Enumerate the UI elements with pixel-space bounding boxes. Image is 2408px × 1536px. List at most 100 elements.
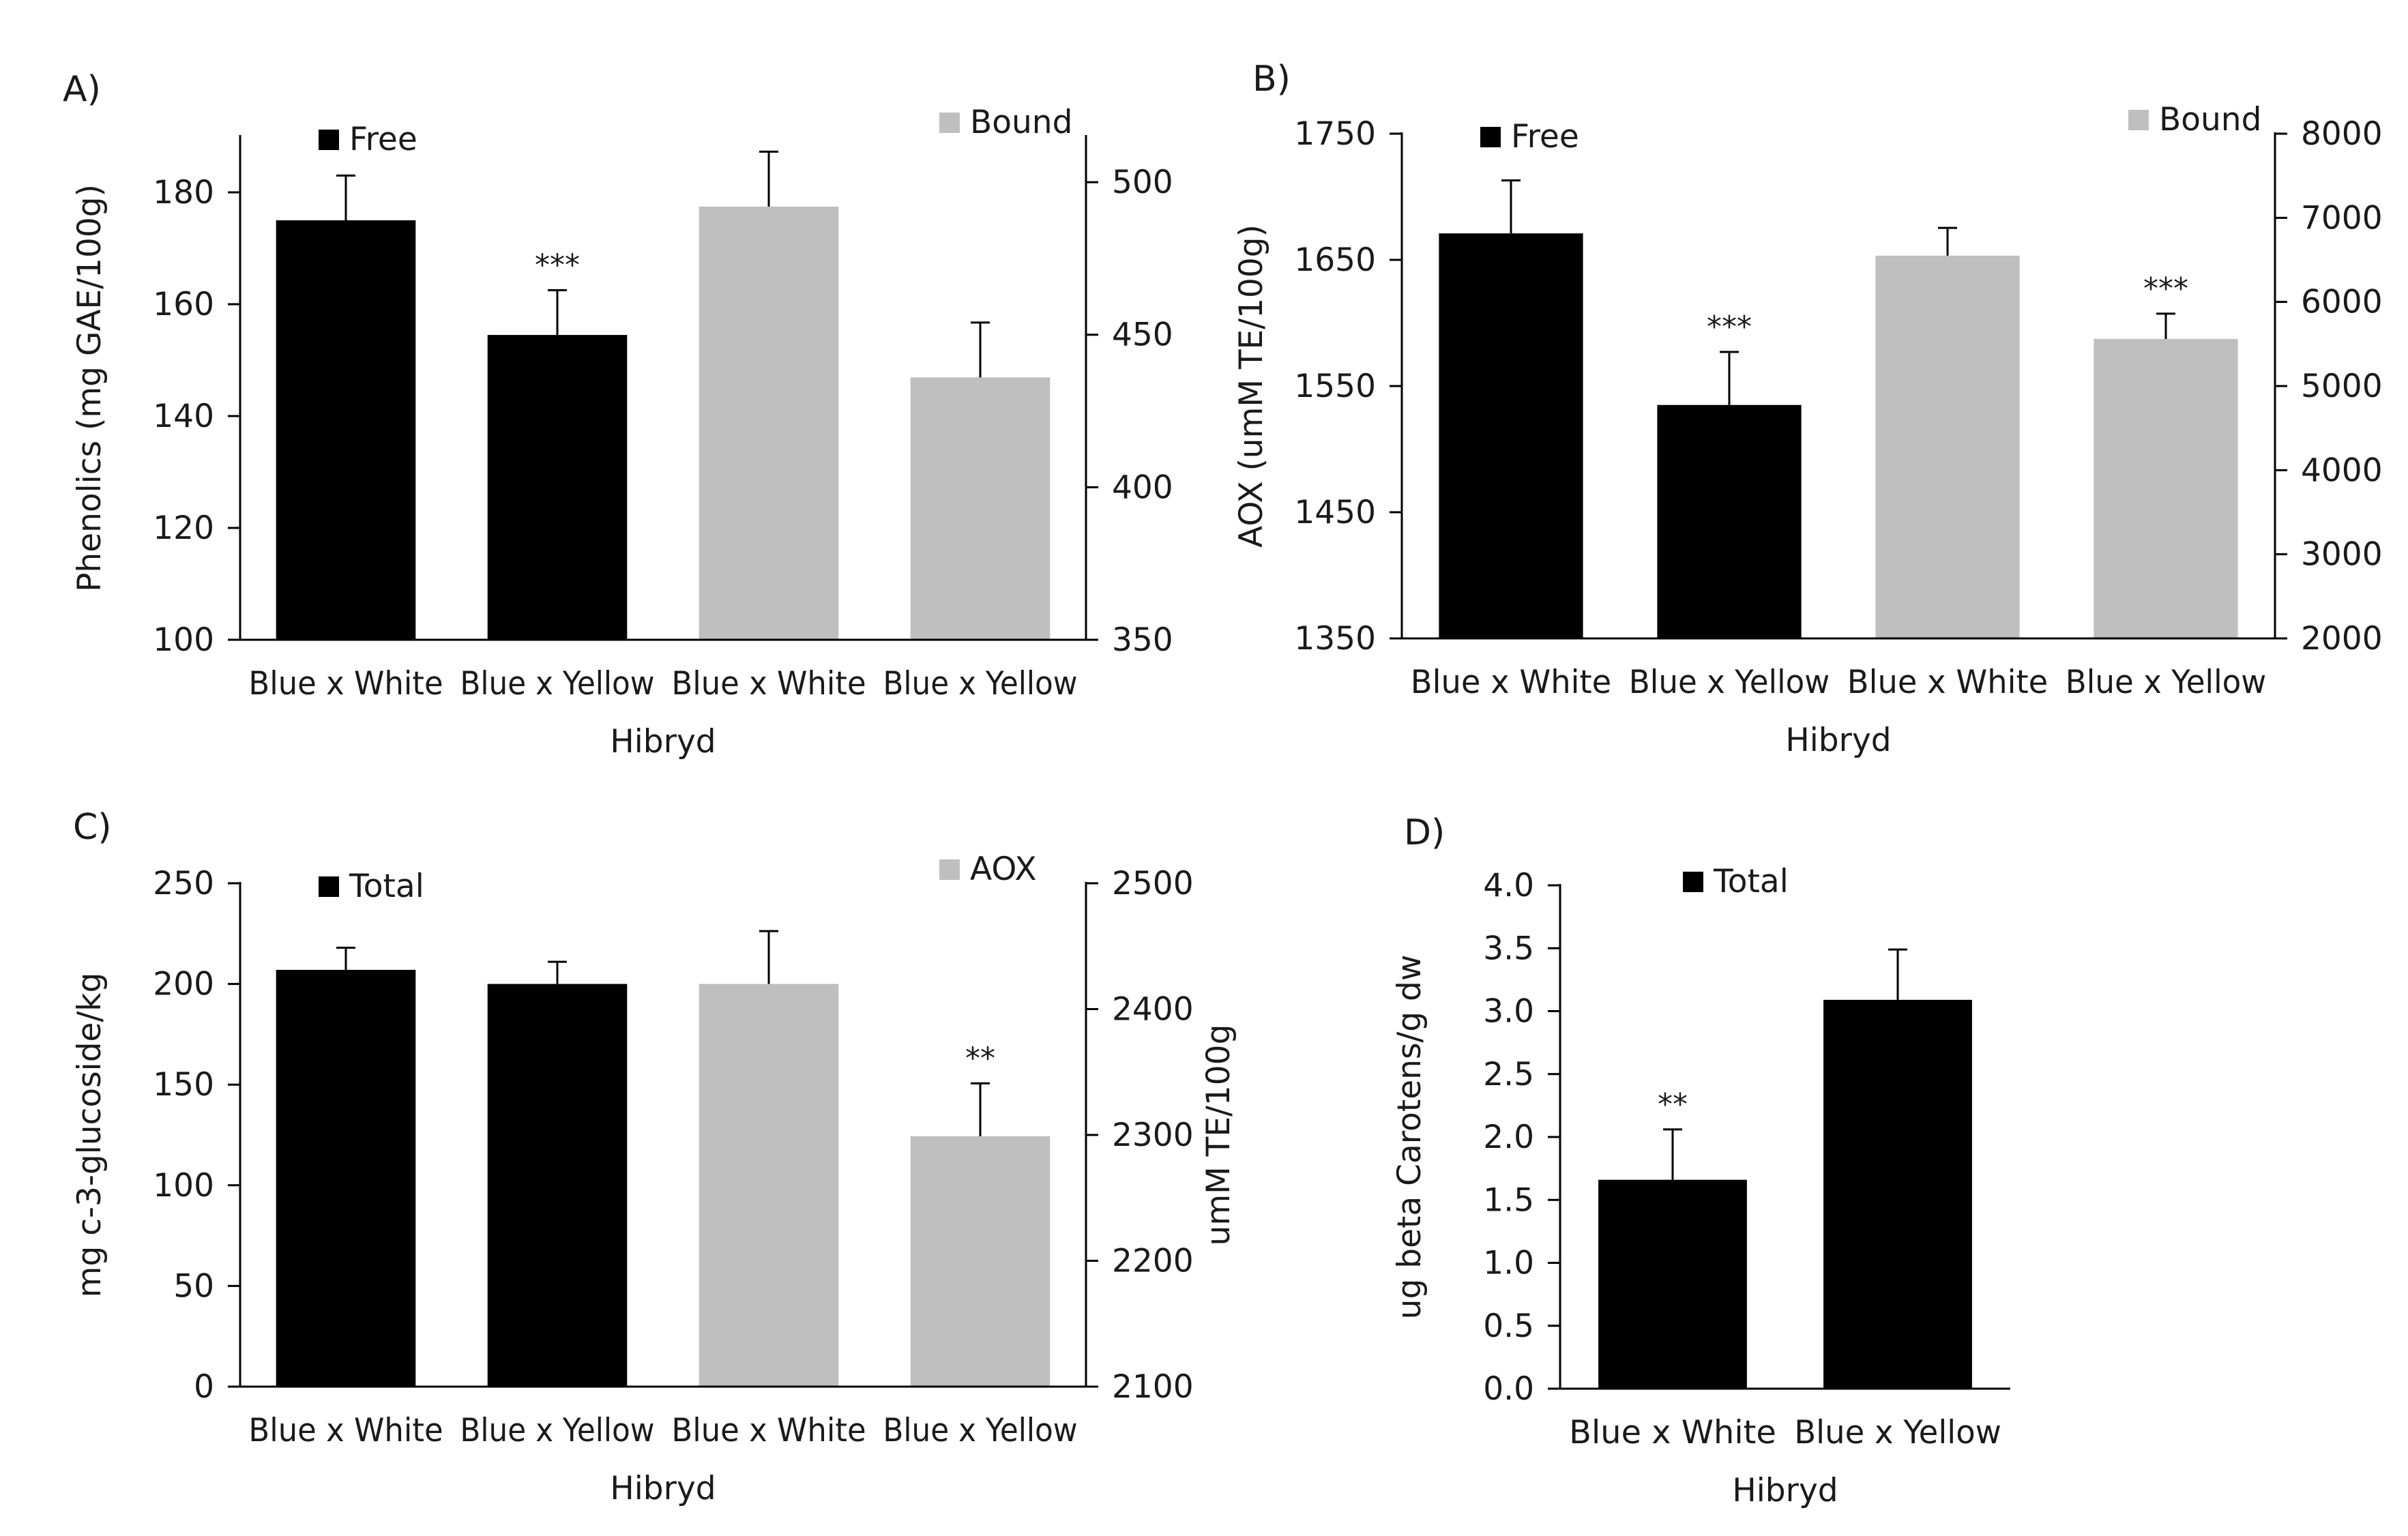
legend-swatch-total [1683,872,1703,892]
category-label: Blue x White [1569,1414,1776,1451]
category-label: Blue x Yellow [2066,664,2266,701]
category-label: Blue x Yellow [460,665,654,703]
left-axis-tick-label: 250 [153,865,214,902]
error-bar [336,946,355,970]
error-bar [759,930,778,984]
y-axis-title-right: umM TE/100g [1200,1024,1237,1246]
x-axis-title: Hibryd [610,723,716,760]
right-axis-tick-label: 2500 [1112,865,1194,902]
category-label: Blue x White [248,665,443,703]
chart-panel-c: C) ** 0 50 100 150 200 250 2100 2200 2300 2400 2500 B… [71,807,1237,1507]
y-axis-title-left: AOX (umM TE/100g) [1233,224,1270,548]
bar-aox-4 [910,1136,1051,1387]
left-axis-tick-label: 1.5 [1483,1181,1534,1219]
y-axis-title-left: ug beta Carotens/g dw [1391,955,1428,1320]
error-bar [1938,226,1957,256]
left-axis-tick-label: 1450 [1294,494,1376,531]
panel-label: D) [1404,812,1445,853]
y-axis-title-left: Phenolics (mg GAE/100g) [71,184,108,592]
left-axis-tick-label: 0 [194,1368,214,1406]
right-axis-tick-label: 350 [1112,621,1173,659]
right-axis-tick-label: 450 [1112,316,1173,354]
significance-mark: *** [535,248,580,283]
legend-label-bound: Bound [970,104,1072,141]
right-axis-tick-label: 7000 [2301,199,2383,237]
error-bar [2156,312,2175,339]
bar-bound-4 [910,377,1051,640]
legend-label-free: Free [1511,118,1579,156]
legend-label-total: Total [1713,863,1789,900]
x-axis-title: Hibryd [610,1470,716,1507]
right-axis-tick-label: 2100 [1112,1368,1194,1406]
left-axis-tick-label: 3.5 [1483,930,1534,967]
left-axis-tick-label: 140 [153,398,214,435]
error-bar [1501,179,1521,234]
significance-mark: ** [965,1041,995,1076]
bar-free-2 [487,335,628,640]
panel-label: C) [73,807,112,848]
legend-label-total: Total [349,868,424,905]
legend-label-free: Free [349,121,417,158]
significance-mark: *** [1707,310,1752,344]
error-bar [1663,1128,1682,1180]
right-axis-tick-label: 500 [1112,164,1173,201]
legend-swatch-free [1480,127,1501,147]
error-bar [548,960,567,984]
bar-bound-4 [2094,338,2238,638]
left-axis-tick-label: 1.0 [1483,1245,1534,1282]
bar-total-2 [1823,999,1972,1389]
error-bar [1720,351,1739,405]
legend-swatch-bound [2128,110,2149,130]
left-axis-tick-label: 0.0 [1483,1370,1534,1408]
right-axis-tick-label: 2200 [1112,1243,1194,1280]
chart-panel-b: B) *** *** 1350 1450 1550 1650 1750 2000 3000 4000… [1233,59,2383,759]
left-axis-tick-label: 100 [153,1167,214,1205]
bar-free-1 [276,220,416,640]
bar-bound-3 [1875,255,2020,638]
category-label: Blue x Yellow [1629,664,1830,701]
error-bar [971,321,990,378]
left-axis-tick-label: 50 [173,1267,214,1305]
left-axis-tick-label: 4.0 [1483,867,1534,904]
error-bar [759,150,778,207]
left-axis-tick-label: 180 [153,174,214,211]
right-axis-tick-label: 6000 [2301,284,2383,321]
left-axis-tick-label: 2.5 [1483,1056,1534,1093]
significance-mark: ** [1658,1087,1688,1122]
category-label: Blue x White [1411,664,1611,701]
category-label: Blue x Yellow [1794,1414,2001,1451]
left-axis-tick-label: 1550 [1294,368,1376,405]
right-axis-tick-label: 2400 [1112,991,1194,1029]
left-axis-tick-label: 120 [153,509,214,547]
axes [239,135,1087,641]
bar-free-2 [1657,404,1802,638]
left-axis-tick-label: 2.0 [1483,1119,1534,1156]
left-axis-tick-label: 150 [153,1066,214,1104]
category-label: Blue x Yellow [883,1412,1077,1449]
left-axis-tick-label: 200 [153,966,214,1003]
right-axis-tick-label: 5000 [2301,368,2383,405]
legend-swatch-bound [939,113,960,133]
category-label: Blue x White [671,665,866,703]
right-axis-tick-label: 400 [1112,469,1173,506]
category-label: Blue x Yellow [460,1412,654,1449]
legend-swatch-total [319,876,339,897]
x-axis-title: Hibryd [1732,1472,1838,1509]
bar-free-1 [1439,233,1583,638]
right-axis-tick-label: 8000 [2301,115,2383,153]
category-label: Blue x White [1847,664,2048,701]
bar-bound-3 [699,206,839,640]
left-axis-tick-label: 1350 [1294,620,1376,658]
legend-swatch-aox [939,859,960,880]
right-axis-tick-label: 3000 [2301,536,2383,574]
error-bar [1888,948,1907,1000]
left-axis-tick-label: 160 [153,286,214,323]
left-axis-tick-label: 1750 [1294,115,1376,153]
right-axis-tick-label: 2000 [2301,620,2383,658]
bar-total-1 [1598,1179,1747,1389]
right-axis-tick-label: 2300 [1112,1117,1194,1154]
left-axis-tick-label: 100 [153,621,214,659]
chart-panel-a: A) *** 100 120 140 160 180 350 400 450 500 Blue x W… [63,69,1173,760]
